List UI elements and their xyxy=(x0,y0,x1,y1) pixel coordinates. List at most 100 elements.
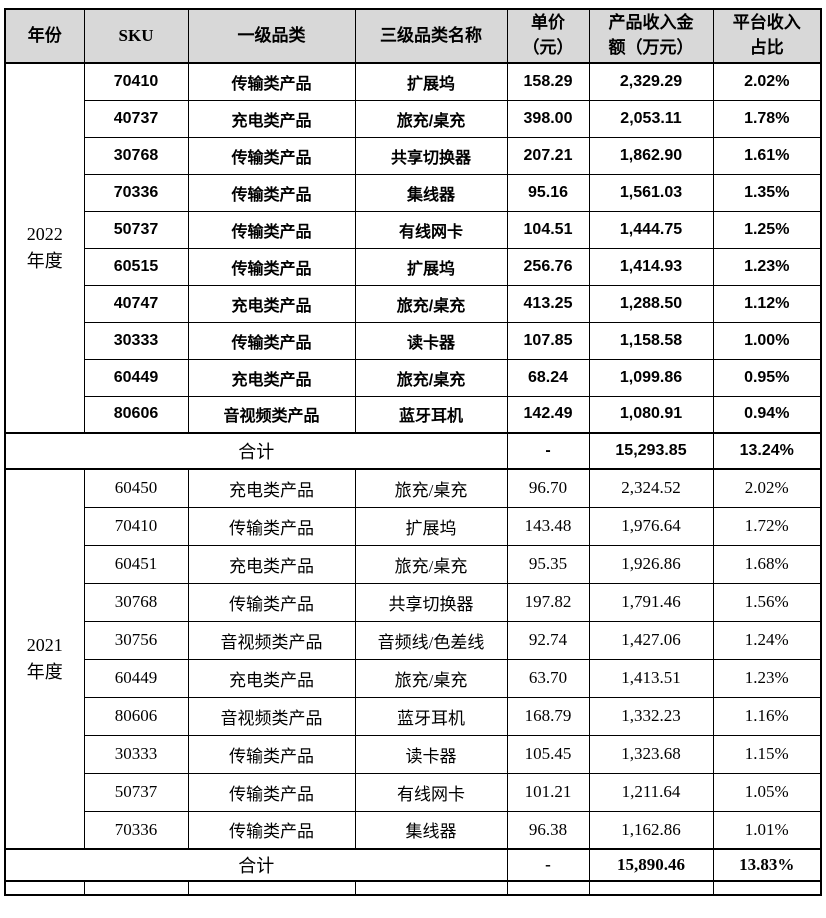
total-unit-price-cell: - xyxy=(506,848,590,882)
subcategory-cell: 读卡器 xyxy=(354,734,508,774)
total-revenue-cell: 15,293.85 xyxy=(588,432,714,470)
share-cell: 1.23% xyxy=(712,247,822,286)
sku-cell: 70410 xyxy=(83,62,189,101)
unit-price-cell: 413.25 xyxy=(506,284,590,323)
share-cell: 0.95% xyxy=(712,358,822,397)
category-cell: 传输类产品 xyxy=(187,810,356,850)
sku-cell: 80606 xyxy=(83,395,189,434)
table-row: 30756 音视频类产品 音频线/色差线 92.74 1,427.06 1.24… xyxy=(5,620,822,660)
share-cell: 1.05% xyxy=(712,772,822,812)
revenue-cell: 1,211.64 xyxy=(588,772,714,812)
unit-price-cell: 158.29 xyxy=(506,62,590,101)
unit-price-cell: 256.76 xyxy=(506,247,590,286)
sku-cell: 40737 xyxy=(83,99,189,138)
category-cell: 传输类产品 xyxy=(187,247,356,286)
revenue-cell: 1,862.90 xyxy=(588,136,714,175)
share-cell: 2.02% xyxy=(712,468,822,508)
subcategory-cell: 旅充/桌充 xyxy=(354,284,508,323)
table-row: 30768 传输类产品 共享切换器 207.21 1,862.90 1.61% xyxy=(5,136,822,175)
table-row: 80606 音视频类产品 蓝牙耳机 168.79 1,332.23 1.16% xyxy=(5,696,822,736)
empty-cell xyxy=(588,880,714,896)
unit-price-cell: 63.70 xyxy=(506,658,590,698)
header-row: 年份 SKU 一级品类 三级品类名称 单价 （元） 产品收入金 额（万元） 平台… xyxy=(4,8,822,64)
share-cell: 1.68% xyxy=(712,544,822,584)
sku-cell: 60449 xyxy=(83,658,189,698)
revenue-cell: 1,158.58 xyxy=(588,321,714,360)
category-cell: 传输类产品 xyxy=(187,173,356,212)
unit-price-cell: 197.82 xyxy=(506,582,590,622)
year-cell-2022: 2022 年度 xyxy=(4,62,85,434)
subcategory-cell: 旅充/桌充 xyxy=(354,358,508,397)
sku-cell: 30768 xyxy=(83,582,189,622)
subcategory-cell: 集线器 xyxy=(354,810,508,850)
revenue-cell: 1,444.75 xyxy=(588,210,714,249)
subcategory-cell: 集线器 xyxy=(354,173,508,212)
revenue-cell: 1,162.86 xyxy=(588,810,714,850)
category-cell: 充电类产品 xyxy=(187,358,356,397)
empty-cell xyxy=(506,880,590,896)
sku-cell: 50737 xyxy=(83,210,189,249)
sku-cell: 30768 xyxy=(83,136,189,175)
sku-cell: 70410 xyxy=(83,506,189,546)
unit-price-cell: 95.35 xyxy=(506,544,590,584)
share-cell: 1.24% xyxy=(712,620,822,660)
total-unit-price-cell: - xyxy=(506,432,590,470)
unit-price-cell: 101.21 xyxy=(506,772,590,812)
share-cell: 1.16% xyxy=(712,696,822,736)
total-row-2022: 合计 - 15,293.85 13.24% xyxy=(4,432,822,470)
sku-cell: 70336 xyxy=(83,173,189,212)
category-cell: 传输类产品 xyxy=(187,62,356,101)
category-cell: 传输类产品 xyxy=(187,506,356,546)
subcategory-cell: 读卡器 xyxy=(354,321,508,360)
unit-price-cell: 96.38 xyxy=(506,810,590,850)
table-row: 40737 充电类产品 旅充/桌充 398.00 2,053.11 1.78% xyxy=(5,99,822,138)
subcategory-cell: 蓝牙耳机 xyxy=(354,395,508,434)
col-header-share: 平台收入 占比 xyxy=(712,8,822,64)
subcategory-cell: 旅充/桌充 xyxy=(354,99,508,138)
category-cell: 充电类产品 xyxy=(187,284,356,323)
revenue-cell: 1,926.86 xyxy=(588,544,714,584)
revenue-cell: 2,053.11 xyxy=(588,99,714,138)
unit-price-cell: 68.24 xyxy=(506,358,590,397)
empty-cell xyxy=(83,880,189,896)
unit-price-cell: 398.00 xyxy=(506,99,590,138)
table-row: 2021 年度 60450 充电类产品 旅充/桌充 96.70 2,324.52… xyxy=(4,468,822,850)
empty-cell xyxy=(4,880,85,896)
col-header-sku: SKU xyxy=(83,8,189,64)
sku-cell: 30333 xyxy=(83,321,189,360)
empty-cell xyxy=(354,880,508,896)
revenue-cell: 1,791.46 xyxy=(588,582,714,622)
table-row: 40747 充电类产品 旅充/桌充 413.25 1,288.50 1.12% xyxy=(5,284,822,323)
table-row: 30333 传输类产品 读卡器 107.85 1,158.58 1.00% xyxy=(5,321,822,360)
revenue-cell: 1,332.23 xyxy=(588,696,714,736)
table-row: 50737 传输类产品 有线网卡 101.21 1,211.64 1.05% xyxy=(5,772,822,812)
subcategory-cell: 旅充/桌充 xyxy=(354,544,508,584)
sku-cell: 70336 xyxy=(83,810,189,850)
subcategory-cell: 共享切换器 xyxy=(354,582,508,622)
revenue-cell: 2,329.29 xyxy=(588,62,714,101)
category-cell: 传输类产品 xyxy=(187,210,356,249)
unit-price-cell: 95.16 xyxy=(506,173,590,212)
revenue-cell: 1,561.03 xyxy=(588,173,714,212)
category-cell: 充电类产品 xyxy=(187,658,356,698)
category-cell: 音视频类产品 xyxy=(187,696,356,736)
revenue-cell: 1,080.91 xyxy=(588,395,714,434)
revenue-cell: 1,414.93 xyxy=(588,247,714,286)
subcategory-cell: 扩展坞 xyxy=(354,506,508,546)
category-cell: 传输类产品 xyxy=(187,321,356,360)
total-revenue-cell: 15,890.46 xyxy=(588,848,714,882)
revenue-cell: 2,324.52 xyxy=(588,468,714,508)
subcategory-cell: 旅充/桌充 xyxy=(354,468,508,508)
sku-cell: 80606 xyxy=(83,696,189,736)
subcategory-cell: 有线网卡 xyxy=(354,772,508,812)
revenue-cell: 1,323.68 xyxy=(588,734,714,774)
sku-cell: 60515 xyxy=(83,247,189,286)
category-cell: 传输类产品 xyxy=(187,136,356,175)
unit-price-cell: 168.79 xyxy=(506,696,590,736)
subcategory-cell: 扩展坞 xyxy=(354,247,508,286)
sku-cell: 30756 xyxy=(83,620,189,660)
share-cell: 0.94% xyxy=(712,395,822,434)
sku-revenue-table: 年份 SKU 一级品类 三级品类名称 单价 （元） 产品收入金 额（万元） 平台… xyxy=(4,8,822,896)
share-cell: 1.15% xyxy=(712,734,822,774)
share-cell: 1.56% xyxy=(712,582,822,622)
